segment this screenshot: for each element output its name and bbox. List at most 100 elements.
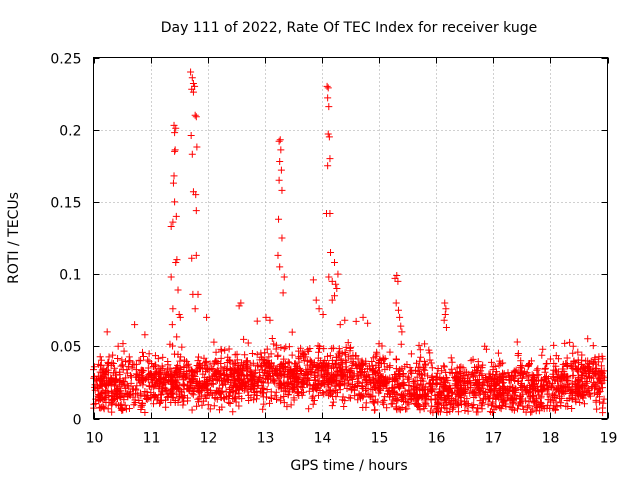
data-point	[263, 386, 271, 394]
data-point	[104, 358, 112, 366]
data-point	[277, 344, 285, 352]
data-point	[463, 399, 471, 407]
data-point	[114, 342, 122, 350]
data-point	[523, 403, 531, 411]
data-point	[435, 400, 443, 408]
data-point	[442, 305, 450, 313]
data-point	[412, 385, 420, 393]
data-point	[323, 352, 331, 360]
data-point	[544, 396, 552, 404]
data-point	[298, 384, 306, 392]
data-point	[201, 374, 209, 382]
data-point	[260, 400, 268, 408]
data-point	[271, 379, 279, 387]
data-point	[499, 379, 507, 387]
data-point	[396, 313, 404, 321]
data-point	[262, 313, 270, 321]
data-point	[196, 359, 204, 367]
data-point	[403, 405, 411, 413]
data-point	[520, 371, 528, 379]
data-point	[324, 362, 332, 370]
data-point	[453, 382, 461, 390]
data-point	[288, 328, 296, 336]
data-point	[469, 372, 477, 380]
y-tick-label: 0.15	[50, 196, 81, 212]
data-point	[176, 366, 184, 374]
data-point	[336, 321, 344, 329]
data-point	[572, 383, 580, 391]
data-point	[583, 377, 591, 385]
data-point	[305, 368, 313, 376]
data-point	[554, 385, 562, 393]
data-point	[561, 339, 569, 347]
data-point	[494, 349, 502, 357]
data-point	[394, 277, 402, 285]
data-point	[492, 395, 500, 403]
data-point	[169, 218, 177, 226]
data-point	[344, 339, 352, 347]
data-point	[213, 371, 221, 379]
y-tick-label: 0.25	[50, 52, 81, 68]
data-point	[329, 398, 337, 406]
data-point	[256, 356, 264, 364]
data-point	[280, 345, 288, 353]
data-point	[163, 369, 171, 377]
y-tick-label: 0.2	[59, 124, 81, 140]
data-point	[231, 377, 239, 385]
data-point	[141, 331, 149, 339]
data-point	[420, 358, 428, 366]
data-point	[327, 389, 335, 397]
data-point	[446, 400, 454, 408]
data-point	[235, 402, 243, 410]
data-point	[338, 360, 346, 368]
data-point	[217, 354, 225, 362]
data-point	[498, 401, 506, 409]
data-point	[459, 382, 467, 390]
data-point	[386, 374, 394, 382]
data-point	[509, 400, 517, 408]
data-point	[353, 382, 361, 390]
data-point	[288, 379, 296, 387]
data-point	[249, 359, 257, 367]
data-point	[188, 406, 196, 414]
data-point	[591, 355, 599, 363]
data-point	[325, 103, 333, 111]
data-point	[535, 400, 543, 408]
data-point	[226, 358, 234, 366]
data-point	[528, 386, 536, 394]
data-point	[240, 335, 248, 343]
data-point	[486, 408, 494, 416]
data-point	[294, 389, 302, 397]
data-point	[235, 389, 243, 397]
data-point	[380, 396, 388, 404]
data-point	[201, 361, 209, 369]
data-point	[217, 347, 225, 355]
data-point	[497, 392, 505, 400]
data-point	[179, 401, 187, 409]
data-point	[241, 380, 249, 388]
data-point	[176, 313, 184, 321]
data-point	[201, 380, 209, 388]
data-point	[290, 383, 298, 391]
data-points	[90, 68, 609, 417]
data-point	[554, 368, 562, 376]
data-point	[141, 408, 149, 416]
data-point	[500, 383, 508, 391]
data-point	[117, 362, 125, 370]
data-point	[512, 385, 520, 393]
data-point	[370, 399, 378, 407]
data-point	[326, 155, 334, 163]
data-point	[283, 373, 291, 381]
data-point	[206, 405, 214, 413]
data-point	[599, 399, 607, 407]
data-point	[271, 392, 279, 400]
data-point	[482, 345, 490, 353]
data-point	[527, 357, 535, 365]
data-point	[397, 322, 405, 330]
data-point	[194, 387, 202, 395]
data-point	[517, 392, 525, 400]
data-point	[173, 383, 181, 391]
data-point	[574, 356, 582, 364]
data-point	[278, 234, 286, 242]
data-point	[292, 362, 300, 370]
